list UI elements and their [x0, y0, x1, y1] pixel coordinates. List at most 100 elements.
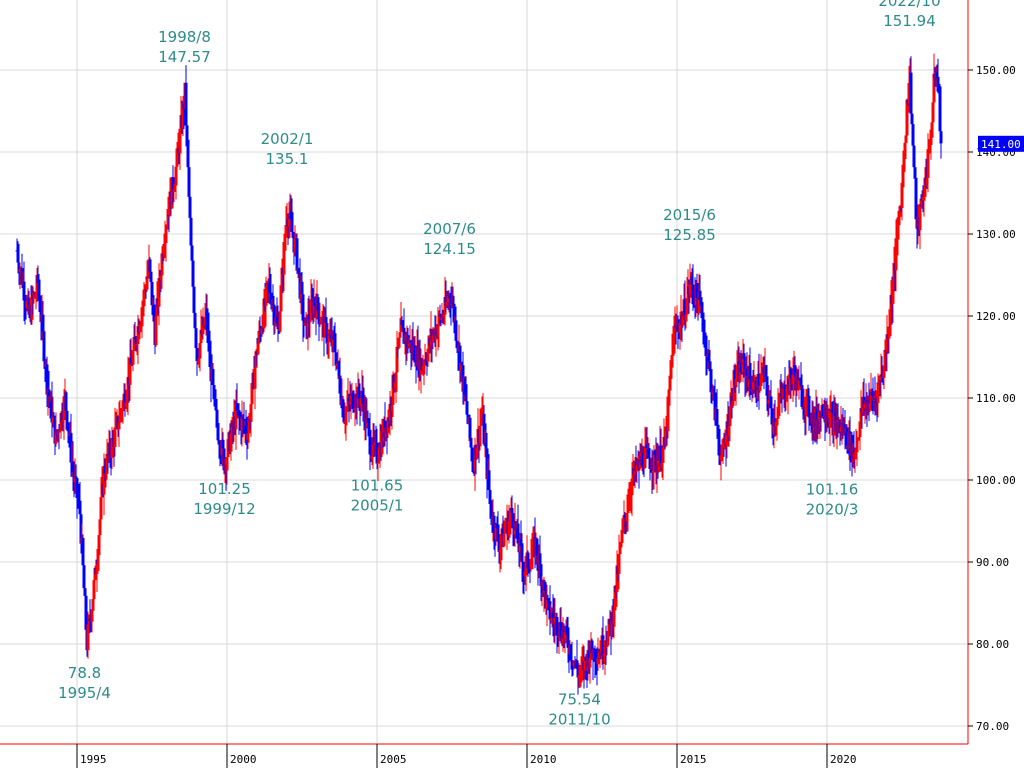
candle-body-up	[580, 663, 584, 665]
candle-body-down	[522, 575, 526, 577]
candle-body-up	[643, 447, 647, 468]
candle-body-up	[777, 402, 781, 408]
annotation-line-2: 151.94	[883, 12, 936, 30]
candle-body-down	[194, 328, 198, 348]
candle-body-up	[885, 334, 889, 352]
candle-body-up	[343, 420, 347, 423]
candle-body-down	[81, 537, 85, 566]
candle-body-down	[192, 286, 196, 313]
candle-body-up	[165, 224, 169, 230]
candle-body-up	[284, 225, 288, 238]
candle-body-up	[854, 449, 858, 453]
candle-body-down	[648, 458, 652, 470]
candle-body-up	[388, 403, 392, 422]
candle-body-up	[901, 168, 905, 183]
candle-body-down	[206, 330, 210, 332]
candle-body-up	[660, 462, 664, 468]
candle-body-up	[25, 300, 29, 308]
candle-body-down	[82, 565, 86, 589]
candle-body-up	[502, 533, 506, 547]
candle-body-down	[555, 616, 559, 636]
candle-body-up	[774, 421, 778, 427]
candle-body-up	[249, 404, 253, 422]
candle-body-down	[195, 347, 199, 362]
candle-body-up	[882, 365, 886, 378]
candle-body-down	[64, 392, 68, 411]
candle-body-up	[394, 372, 398, 383]
candle-body-up	[87, 618, 91, 625]
candle-body-down	[41, 314, 45, 332]
candle-body-down	[38, 295, 42, 312]
candle-body-up	[386, 417, 390, 434]
candle-body-down	[912, 145, 916, 168]
candle-body-up	[120, 411, 124, 413]
candle-body-up	[99, 497, 103, 520]
candle-body-up	[447, 296, 451, 303]
candle-body-down	[193, 312, 197, 329]
candle-body-up	[371, 437, 375, 456]
candle-body-up	[92, 580, 96, 600]
candle-body-up	[657, 460, 661, 472]
candle-body-down	[698, 291, 702, 300]
candle-body-down	[690, 276, 694, 285]
candle-body-down	[42, 331, 46, 362]
candle-body-up	[578, 674, 582, 676]
candle-body-up	[117, 422, 121, 430]
candle-body-down	[739, 362, 743, 372]
y-tick-label: 120.00	[976, 310, 1016, 323]
candle-body-up	[661, 447, 665, 463]
candle-body-down	[458, 345, 462, 371]
candle-body-down	[213, 392, 217, 407]
candle-body-down	[420, 359, 424, 371]
candle-body-down	[307, 314, 311, 322]
candle-body-up	[900, 182, 904, 208]
candle-body-down	[576, 668, 580, 678]
candle-body-down	[783, 384, 787, 400]
candle-body-up	[327, 334, 331, 343]
candle-body-up	[442, 314, 446, 318]
candle-body-down	[539, 564, 543, 587]
annotation-line-2: 124.15	[423, 240, 476, 258]
candle-body-up	[422, 365, 426, 367]
candle-body-down	[469, 438, 473, 448]
candle-body-down	[703, 332, 707, 336]
candle-body-up	[326, 342, 330, 344]
candle-body-down	[20, 268, 24, 285]
candle-body-up	[499, 543, 503, 550]
y-tick-label: 80.00	[976, 638, 1009, 651]
candle-body-up	[139, 320, 143, 326]
candle-body-up	[51, 415, 55, 423]
candle-body-down	[406, 335, 410, 348]
candle-body-down	[209, 354, 213, 382]
candle-body-up	[857, 437, 861, 440]
candle-body-down	[222, 448, 226, 471]
candle-body-down	[218, 444, 222, 454]
candle-body-up	[18, 269, 22, 273]
candle-body-down	[76, 497, 80, 501]
candle-body-down	[488, 490, 492, 502]
candle-body-up	[498, 549, 502, 552]
candle-body-down	[806, 394, 810, 396]
candle-body-up	[132, 337, 136, 351]
candle-body-down	[487, 470, 491, 491]
candle-body-up	[876, 383, 880, 404]
y-tick-label: 110.00	[976, 392, 1016, 405]
candle-body-up	[399, 320, 403, 333]
annotation-line-2: 135.1	[266, 150, 309, 168]
candle-body-up	[423, 359, 427, 366]
candle-body-down	[215, 410, 219, 426]
candle-body-down	[316, 297, 320, 312]
candle-body-down	[205, 308, 209, 331]
candle-body-up	[778, 393, 782, 403]
candle-body-up	[280, 267, 284, 286]
candle-body-up	[626, 509, 630, 514]
candle-body-down	[584, 656, 588, 661]
candle-body-up	[923, 177, 927, 197]
candle-body-down	[186, 139, 190, 168]
candle-body-up	[445, 301, 449, 306]
candle-body-up	[868, 402, 872, 411]
candle-body-down	[375, 442, 379, 464]
candle-body-up	[93, 567, 97, 581]
candle-body-down	[103, 465, 107, 475]
